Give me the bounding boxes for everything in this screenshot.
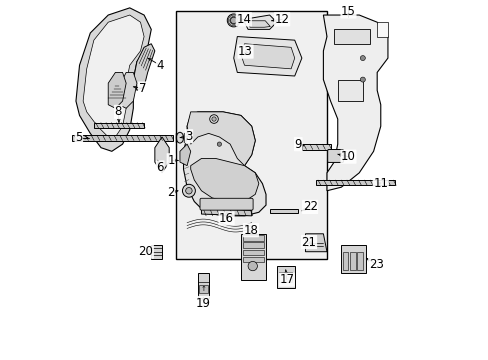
Circle shape: [227, 14, 240, 27]
Text: 22: 22: [302, 201, 317, 213]
Polygon shape: [108, 72, 126, 108]
Ellipse shape: [176, 132, 183, 143]
Text: 20: 20: [138, 245, 153, 258]
Text: 12: 12: [274, 13, 289, 26]
Polygon shape: [249, 21, 270, 27]
Polygon shape: [83, 15, 144, 137]
Polygon shape: [341, 244, 366, 273]
Text: 7: 7: [138, 82, 146, 95]
Polygon shape: [233, 37, 301, 76]
Polygon shape: [241, 234, 265, 280]
Polygon shape: [72, 135, 172, 140]
Polygon shape: [301, 144, 330, 149]
Polygon shape: [269, 209, 298, 213]
Bar: [278, 272, 292, 282]
Polygon shape: [133, 44, 155, 90]
Circle shape: [182, 184, 195, 197]
Polygon shape: [119, 72, 137, 108]
Text: 1: 1: [167, 154, 174, 167]
Text: ↑: ↑: [200, 286, 206, 292]
Text: 3: 3: [185, 130, 192, 143]
Text: 2: 2: [167, 186, 174, 199]
Text: 8: 8: [114, 105, 122, 118]
Bar: [198, 285, 207, 293]
Circle shape: [185, 188, 192, 194]
Circle shape: [360, 77, 365, 82]
Circle shape: [360, 55, 365, 60]
Polygon shape: [76, 8, 151, 151]
Polygon shape: [94, 123, 144, 128]
Polygon shape: [323, 15, 387, 191]
Polygon shape: [198, 273, 208, 298]
Polygon shape: [244, 15, 276, 30]
Circle shape: [247, 261, 257, 271]
Bar: [357, 252, 362, 270]
Text: 19: 19: [195, 297, 210, 310]
Bar: [337, 80, 362, 101]
Polygon shape: [190, 158, 258, 202]
FancyBboxPatch shape: [200, 198, 253, 210]
FancyBboxPatch shape: [327, 149, 343, 162]
Text: 4: 4: [156, 59, 163, 72]
Bar: [349, 252, 355, 270]
Bar: [343, 252, 348, 270]
Circle shape: [230, 17, 237, 24]
Bar: [242, 249, 263, 255]
Bar: [242, 235, 263, 241]
Bar: [333, 30, 369, 44]
Text: 11: 11: [372, 177, 387, 190]
Text: 5: 5: [75, 131, 82, 144]
Circle shape: [211, 117, 216, 121]
Polygon shape: [180, 144, 190, 166]
Polygon shape: [241, 44, 294, 69]
Text: 18: 18: [243, 224, 258, 237]
Polygon shape: [155, 137, 169, 173]
Text: 9: 9: [294, 138, 302, 150]
Polygon shape: [201, 209, 251, 216]
Polygon shape: [183, 112, 265, 216]
Text: 15: 15: [340, 5, 355, 18]
Bar: [176, 12, 326, 259]
Polygon shape: [151, 244, 162, 259]
Text: 17: 17: [279, 273, 294, 286]
Text: 14: 14: [236, 13, 251, 26]
Polygon shape: [187, 112, 255, 166]
Circle shape: [209, 115, 218, 123]
Text: 10: 10: [340, 150, 355, 163]
Bar: [242, 242, 263, 248]
Text: 21: 21: [301, 235, 316, 248]
Text: 23: 23: [368, 258, 383, 271]
Polygon shape: [376, 22, 387, 37]
Bar: [242, 257, 263, 262]
Text: 6: 6: [156, 161, 163, 174]
Polygon shape: [276, 266, 294, 288]
Text: 13: 13: [238, 45, 252, 58]
Polygon shape: [316, 180, 394, 185]
Circle shape: [217, 142, 221, 146]
Text: 16: 16: [219, 212, 234, 225]
Polygon shape: [305, 234, 326, 252]
